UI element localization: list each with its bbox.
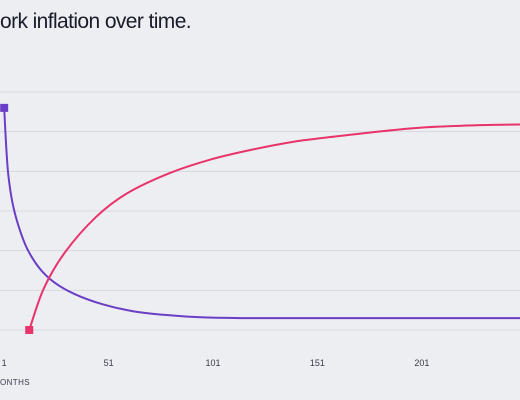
x-axis-unit-label: ONTHS bbox=[0, 378, 30, 387]
series-0-line bbox=[3, 106, 520, 320]
chart-title: ork inflation over time. bbox=[0, 10, 192, 33]
series-1-start-marker bbox=[25, 326, 34, 334]
x-tick-label-2: 101 bbox=[205, 358, 220, 368]
x-tick-label-0: 1 bbox=[2, 358, 7, 368]
x-tick-label-1: 51 bbox=[104, 358, 114, 368]
series-0-start-marker bbox=[0, 103, 9, 112]
series-1-line bbox=[28, 123, 520, 331]
x-tick-label-3: 151 bbox=[310, 358, 325, 368]
x-tick-label-4: 201 bbox=[414, 358, 429, 368]
